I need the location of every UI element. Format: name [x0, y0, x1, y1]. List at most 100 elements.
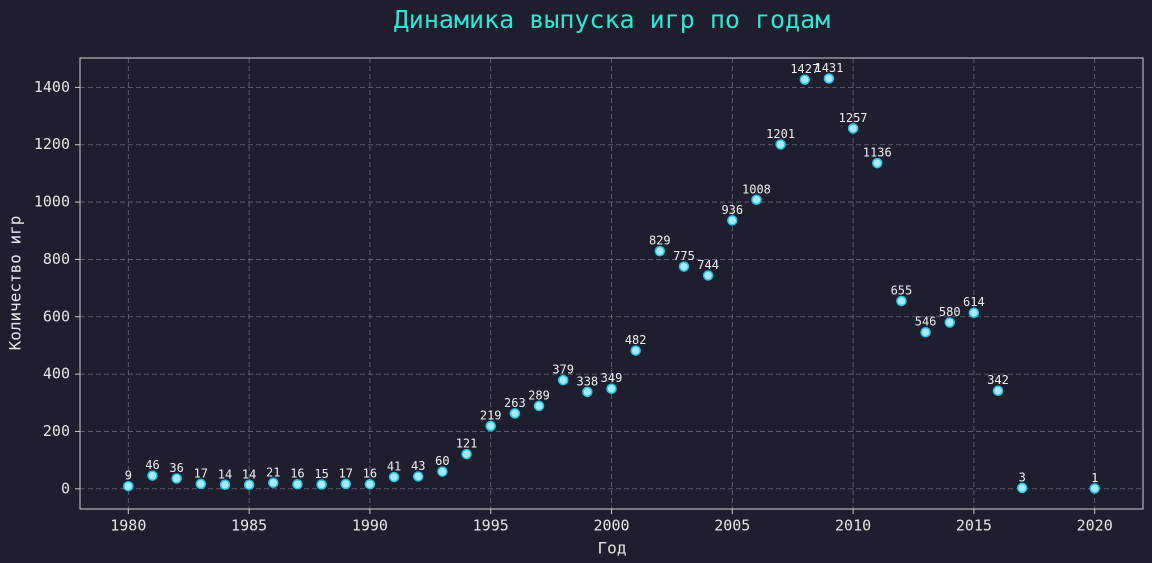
y-tick-label: 200	[43, 422, 70, 440]
data-point	[606, 383, 617, 394]
data-point	[968, 307, 980, 318]
y-tick-label: 0	[61, 479, 70, 497]
x-tick-label: 1980	[110, 517, 146, 535]
x-axis-label: Год	[598, 539, 627, 558]
data-label: 41	[387, 460, 401, 474]
x-tick-label: 2020	[1077, 517, 1113, 535]
data-point	[292, 478, 303, 490]
y-tick-label: 1000	[34, 193, 70, 211]
data-label: 289	[528, 388, 550, 402]
y-tick-label: 1400	[34, 78, 70, 96]
data-point	[896, 295, 907, 307]
data-point	[268, 477, 279, 489]
data-label: 1	[1091, 471, 1098, 485]
x-tick-label: 1990	[352, 517, 388, 535]
data-point	[1089, 483, 1100, 494]
data-point	[1016, 482, 1028, 494]
data-label: 21	[266, 465, 280, 479]
data-label: 121	[456, 437, 478, 451]
data-label: 1427	[790, 62, 819, 76]
x-tick-label: 2005	[714, 517, 750, 535]
data-label: 17	[339, 466, 353, 480]
data-point	[582, 386, 593, 398]
data-label: 219	[480, 408, 502, 422]
data-point	[557, 374, 569, 386]
data-label: 60	[435, 454, 449, 468]
data-label: 15	[314, 467, 328, 481]
x-tick-label: 1995	[473, 517, 509, 535]
data-label: 1257	[839, 111, 868, 125]
data-point	[412, 471, 424, 482]
data-point	[533, 400, 545, 412]
data-label: 16	[363, 467, 377, 481]
data-point	[630, 345, 641, 356]
data-label: 1431	[814, 61, 843, 75]
data-point	[123, 480, 134, 492]
data-point	[872, 157, 883, 169]
y-axis-label: Количество игр	[6, 216, 25, 351]
data-point	[799, 74, 811, 85]
data-point	[243, 479, 255, 491]
data-point	[195, 478, 207, 490]
x-tick-label: 1985	[231, 517, 267, 535]
data-label: 342	[987, 373, 1009, 387]
data-label: 829	[649, 234, 671, 248]
data-label: 546	[915, 315, 937, 329]
x-tick-label: 2015	[956, 517, 992, 535]
data-label: 1008	[742, 182, 771, 196]
data-point	[751, 194, 762, 206]
data-label: 379	[552, 363, 574, 377]
plot-border	[79, 57, 1144, 510]
data-label: 349	[601, 371, 623, 385]
data-label: 1201	[766, 127, 795, 141]
data-label: 263	[504, 396, 526, 410]
x-tick-label: 2000	[593, 517, 629, 535]
data-point	[485, 420, 496, 432]
x-tick-label: 2010	[835, 517, 871, 535]
data-label: 580	[939, 305, 961, 319]
data-label: 482	[625, 333, 647, 347]
data-label: 14	[242, 467, 256, 481]
data-point	[944, 317, 955, 328]
data-point	[364, 478, 376, 490]
data-label: 775	[673, 249, 695, 263]
data-point	[461, 448, 472, 460]
data-label: 46	[145, 458, 159, 472]
data-point	[920, 326, 931, 338]
data-label: 744	[697, 258, 719, 272]
data-point	[847, 123, 859, 134]
chart-title: Динамика выпуска игр по годам	[394, 5, 831, 34]
data-point	[219, 479, 231, 491]
data-label: 43	[411, 459, 425, 473]
data-point	[340, 478, 351, 490]
data-point	[775, 139, 786, 150]
data-label: 9	[125, 469, 132, 483]
y-tick-label: 800	[43, 250, 70, 268]
data-point	[171, 473, 182, 484]
data-label: 3	[1019, 470, 1026, 484]
y-tick-label: 1200	[34, 135, 70, 153]
data-point	[388, 471, 400, 483]
y-tick-label: 400	[43, 365, 70, 383]
data-point	[509, 408, 521, 419]
data-label: 1136	[863, 146, 892, 160]
data-point	[147, 470, 158, 481]
data-label: 16	[290, 467, 304, 481]
data-point	[678, 261, 690, 272]
data-label: 655	[891, 283, 913, 297]
data-label: 36	[169, 461, 183, 475]
data-label: 338	[576, 374, 598, 388]
data-point	[727, 215, 738, 226]
data-label: 614	[963, 295, 985, 309]
data-point	[316, 479, 327, 490]
data-point	[654, 245, 666, 257]
data-label: 936	[721, 203, 743, 217]
data-point	[437, 466, 448, 477]
data-label: 17	[194, 466, 208, 480]
y-tick-label: 600	[43, 307, 70, 325]
data-label: 14	[218, 467, 232, 481]
data-point	[992, 385, 1004, 396]
data-point	[702, 270, 714, 281]
data-point	[823, 73, 835, 84]
